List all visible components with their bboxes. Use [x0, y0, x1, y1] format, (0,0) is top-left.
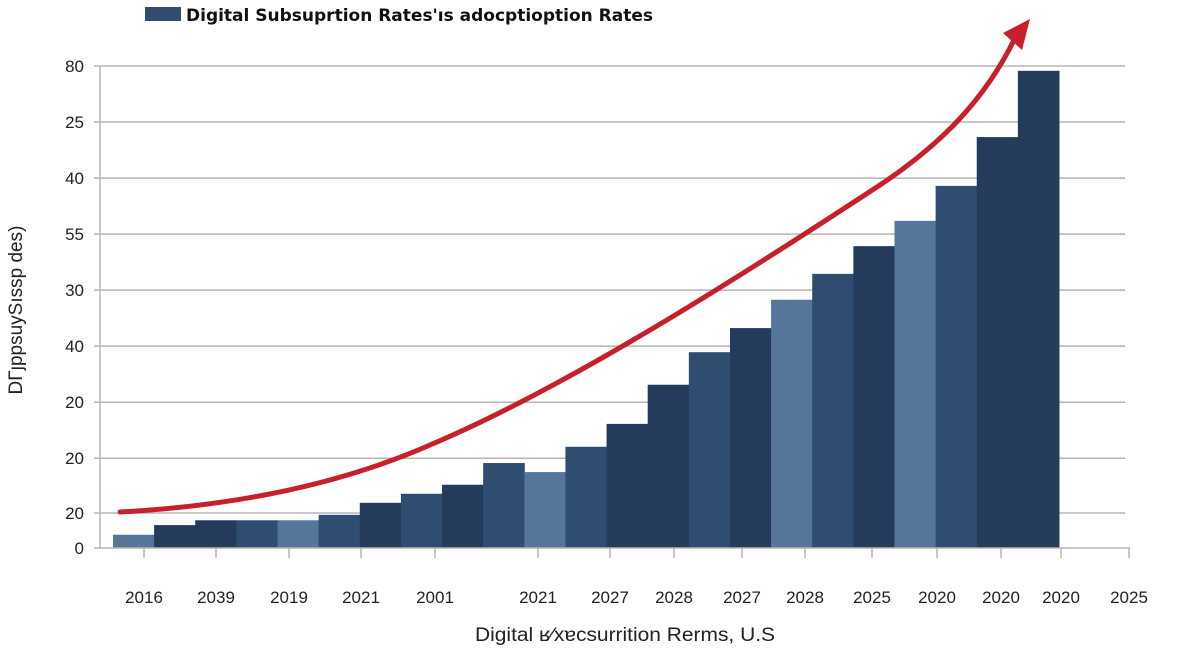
bar — [113, 534, 155, 548]
y-tick-label: 40 — [65, 337, 84, 356]
bars — [113, 70, 1060, 548]
y-tick-label: 20 — [65, 393, 84, 412]
bar — [606, 423, 649, 548]
x-tick-label: 2025 — [1110, 588, 1148, 607]
legend-swatch — [145, 7, 181, 21]
bar — [400, 493, 443, 548]
bar — [894, 220, 937, 548]
legend-label: Digital Subsuprtion Rates'ıs adocptiopti… — [186, 6, 653, 26]
x-tick-label: 2016 — [125, 588, 163, 607]
y-tick-label: 55 — [65, 225, 84, 244]
x-tick-label: 2020 — [1042, 588, 1080, 607]
bar — [524, 472, 566, 548]
y-tick-label: 20 — [65, 449, 84, 468]
bar — [483, 463, 525, 548]
y-axis-ticks: 80 25 40 55 30 40 20 20 20 0 — [65, 57, 100, 558]
x-tick-label: 2020 — [982, 588, 1020, 607]
y-tick-label: 40 — [65, 169, 84, 188]
x-tick-label: 2025 — [853, 588, 891, 607]
bar — [935, 185, 978, 548]
bar — [812, 273, 854, 548]
bar — [318, 514, 361, 548]
trend-arrowhead — [1003, 19, 1030, 50]
x-tick-label: 2027 — [723, 588, 761, 607]
x-tick-label: 2020 — [918, 588, 956, 607]
bar — [195, 520, 237, 548]
bar — [647, 384, 690, 548]
y-tick-label: 30 — [65, 281, 84, 300]
y-tick-label: 25 — [65, 113, 84, 132]
bar — [729, 328, 772, 548]
x-axis-title: Digital ʁ⁄xɐcsurrition Rerms, U.S — [475, 625, 775, 646]
bar — [976, 137, 1019, 548]
bar — [688, 352, 731, 548]
x-tick-label: 2028 — [655, 588, 693, 607]
y-tick-label: 0 — [75, 539, 84, 558]
bar — [359, 502, 402, 548]
bar — [771, 299, 813, 548]
y-tick-label: 20 — [65, 504, 84, 523]
x-tick-label: 2019 — [270, 588, 308, 607]
x-tick-label: 2021 — [519, 588, 557, 607]
bar — [1017, 70, 1060, 548]
x-tick-label: 2001 — [416, 588, 454, 607]
bar — [565, 446, 608, 548]
bar — [442, 484, 484, 548]
x-tick-label: 2027 — [591, 588, 629, 607]
bar — [236, 520, 279, 548]
x-tick-label: 2028 — [786, 588, 824, 607]
x-tick-label: 2039 — [197, 588, 235, 607]
x-axis-ticks: 2016 2039 2019 2021 2001 2021 2027 2028 2027 2028… — [125, 548, 1148, 607]
trend-arrow — [117, 35, 1018, 515]
y-axis-title: DΓȷppsuySıssp des) — [6, 226, 27, 395]
bar — [277, 520, 320, 548]
y-tick-label: 80 — [65, 57, 84, 76]
x-tick-label: 2021 — [342, 588, 380, 607]
bar — [154, 525, 196, 548]
bar — [853, 246, 895, 548]
